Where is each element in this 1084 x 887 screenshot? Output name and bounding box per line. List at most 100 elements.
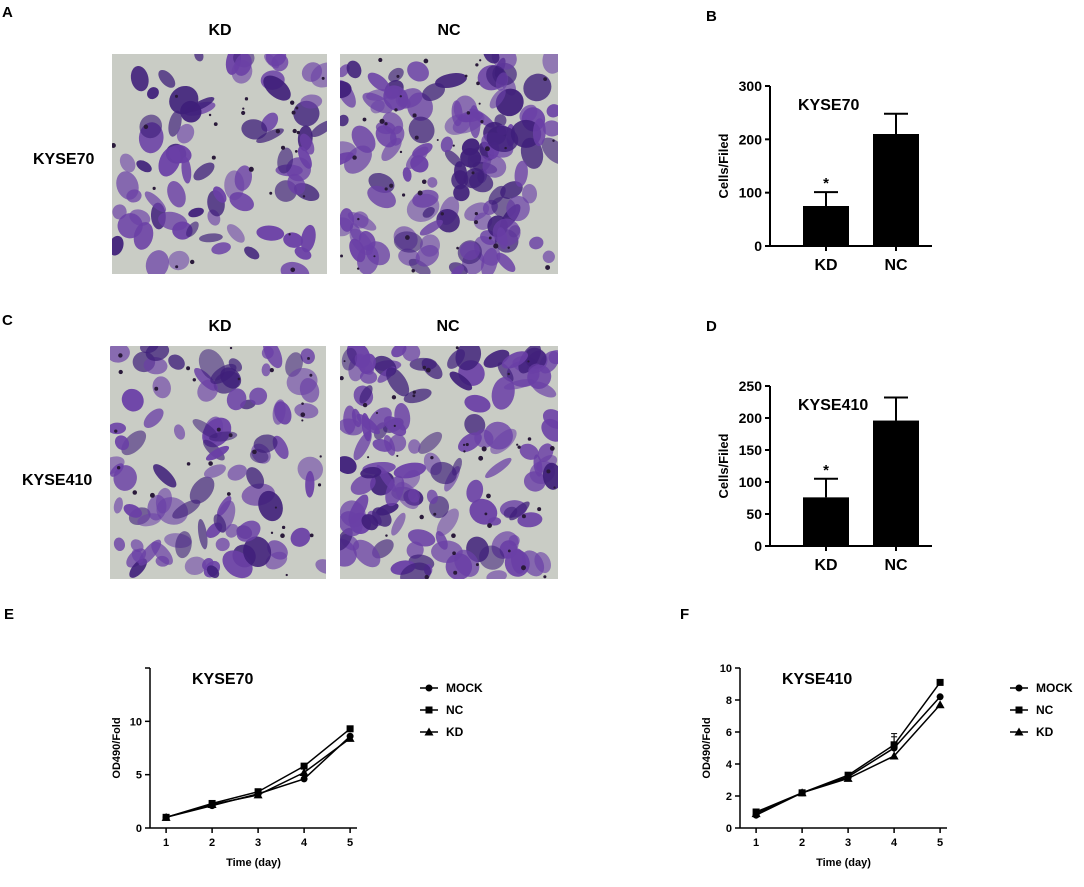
x-tick-label: 5 bbox=[347, 837, 353, 849]
cell-blob bbox=[532, 118, 546, 147]
cell-blob bbox=[158, 211, 188, 231]
cell-blob bbox=[236, 520, 261, 542]
cell-blob bbox=[197, 379, 219, 402]
cell-blob bbox=[181, 156, 192, 184]
cell-blob bbox=[466, 479, 484, 503]
pore-dot bbox=[275, 128, 281, 134]
cell-blob bbox=[129, 209, 151, 226]
point-kd bbox=[253, 790, 263, 799]
significance-mark: * bbox=[823, 175, 829, 192]
cell-blob bbox=[375, 125, 397, 148]
cell-blob bbox=[241, 119, 268, 140]
panel-letter-f: F bbox=[680, 606, 690, 623]
cell-blob bbox=[186, 221, 199, 237]
cell-blob bbox=[518, 346, 541, 374]
x-tick-label: NC bbox=[884, 557, 908, 574]
y-tick-label: 0 bbox=[754, 238, 762, 254]
cell-blob bbox=[393, 231, 423, 253]
pore-dot bbox=[149, 492, 155, 498]
cell-blob bbox=[541, 137, 558, 165]
cell-blob bbox=[435, 531, 448, 550]
cell-blob bbox=[144, 191, 167, 213]
series-line-mock bbox=[165, 735, 351, 819]
cell-blob bbox=[440, 136, 453, 153]
cell-blob bbox=[406, 541, 424, 559]
cell-blob bbox=[294, 246, 312, 260]
cell-blob bbox=[297, 456, 323, 482]
pore-dot bbox=[356, 267, 360, 270]
pore-dot bbox=[488, 236, 492, 240]
cell-blob bbox=[121, 430, 147, 456]
cell-blob bbox=[383, 434, 396, 456]
cell-blob bbox=[315, 559, 326, 574]
cell-blob bbox=[522, 183, 538, 204]
x-tick-label: 3 bbox=[845, 837, 851, 849]
pore-dot bbox=[474, 220, 479, 225]
y-axis-label: Cells/Filed bbox=[716, 433, 731, 498]
pore-dot bbox=[288, 233, 291, 236]
point-nc bbox=[346, 725, 354, 733]
cell-blob bbox=[290, 527, 311, 547]
cell-blob bbox=[412, 143, 433, 158]
cell-blob bbox=[350, 474, 376, 495]
cell-blob bbox=[503, 379, 535, 390]
cell-blob bbox=[419, 234, 440, 257]
cell-blob bbox=[194, 54, 204, 62]
cell-blob bbox=[175, 531, 192, 559]
pore-dot bbox=[452, 551, 456, 556]
pore-dot bbox=[295, 106, 299, 110]
cell-blob bbox=[483, 54, 500, 64]
pore-dot bbox=[521, 514, 526, 519]
pore-dot bbox=[186, 366, 191, 371]
chart-d-kyse410-bar: 0 50 100 150 200 250 Cells/Filed KYSE410 KD * NC bbox=[700, 360, 932, 590]
panel-letter-a: A bbox=[2, 4, 13, 21]
point-nc bbox=[300, 762, 308, 770]
cell-blob bbox=[503, 506, 518, 519]
cell-blob bbox=[385, 88, 400, 100]
cell-blob bbox=[133, 222, 154, 250]
y-tick-label: 10 bbox=[720, 663, 732, 675]
cell-blob bbox=[341, 347, 358, 371]
cell-blob bbox=[280, 261, 310, 274]
cell-blob bbox=[541, 418, 558, 442]
pore-dot bbox=[399, 150, 403, 154]
chart-title: KYSE410 bbox=[782, 671, 852, 688]
x-tick-label: 3 bbox=[255, 837, 261, 849]
cell-blob bbox=[256, 225, 285, 241]
pore-dot bbox=[440, 212, 444, 216]
cell-blob bbox=[340, 208, 355, 232]
cell-blob bbox=[340, 152, 354, 167]
point-kd bbox=[843, 773, 853, 782]
pore-dot bbox=[118, 369, 123, 375]
micrograph-kyse70-nc bbox=[340, 54, 558, 274]
pore-dot bbox=[384, 122, 388, 126]
cell-blob bbox=[527, 364, 552, 389]
cell-blob bbox=[419, 219, 443, 236]
cell-blob bbox=[418, 431, 443, 454]
pore-dot bbox=[300, 412, 306, 418]
pore-dot bbox=[436, 138, 439, 142]
pore-dot bbox=[474, 211, 478, 216]
point-kd bbox=[161, 812, 171, 821]
pore-dot bbox=[175, 265, 179, 269]
cell-blob bbox=[168, 354, 185, 370]
pore-dot bbox=[281, 525, 286, 530]
x-tick-label: KD bbox=[814, 557, 837, 574]
x-tick-label: 4 bbox=[301, 837, 308, 849]
pore-dot bbox=[384, 187, 388, 191]
y-axis-label: OD490/Fold bbox=[111, 717, 123, 778]
pore-dot bbox=[405, 235, 410, 240]
y-tick-label: 0 bbox=[754, 538, 762, 554]
cell-blob bbox=[488, 185, 506, 205]
pore-dot bbox=[280, 533, 285, 539]
pore-dot bbox=[242, 107, 245, 110]
cell-blob bbox=[501, 351, 529, 369]
pore-dot bbox=[378, 57, 383, 63]
micrograph-kyse410-nc bbox=[340, 346, 558, 579]
legend-label-mock: MOCK bbox=[1036, 681, 1073, 695]
cell-blob bbox=[546, 104, 558, 118]
cell-blob bbox=[445, 553, 473, 579]
pore-dot bbox=[292, 128, 297, 134]
pore-dot bbox=[456, 246, 459, 250]
y-tick-label: 8 bbox=[726, 695, 732, 707]
